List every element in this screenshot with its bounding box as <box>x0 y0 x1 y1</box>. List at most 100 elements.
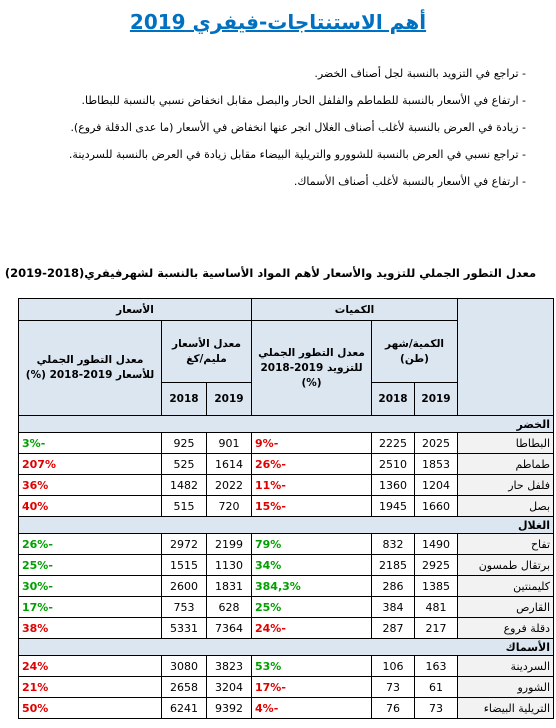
cell: -9% <box>250 432 373 454</box>
cell: 76 <box>371 697 416 719</box>
cell: 36% <box>18 474 162 496</box>
year-cell: 2019 <box>206 382 252 416</box>
header-cell: الأسعار <box>18 298 252 321</box>
table-row: البطاطا 2025 2225 -9% 901 925 -3% <box>18 432 555 454</box>
table-row: طماطم 1853 2510 -26% 1614 525 207% <box>18 453 555 475</box>
cell: 2510 <box>371 453 416 475</box>
cell: 73 <box>371 676 416 698</box>
product-name: كليمنتين <box>457 575 555 597</box>
cell: 40% <box>18 495 162 517</box>
cell: 384,3% <box>250 575 373 597</box>
cell: 24% <box>18 655 162 677</box>
cell: 2022 <box>206 474 252 496</box>
year-cell: 2018 <box>371 382 416 416</box>
cell: -17% <box>250 676 373 698</box>
product-name: تفاح <box>457 533 555 555</box>
cell: 6241 <box>161 697 207 719</box>
section-row: الخضر <box>17 415 555 433</box>
cell: 1130 <box>206 554 252 576</box>
cell: 515 <box>161 495 207 517</box>
cell: -26% <box>250 453 373 475</box>
bullet: - تراجع في التزويد بالنسبة لجل أصناف الخ… <box>314 67 526 80</box>
cell: -11% <box>250 474 373 496</box>
cell: 3080 <box>161 655 207 677</box>
section-name: الغلال <box>17 516 555 534</box>
table-row: القارص 481 384 25% 628 753 -17% <box>18 596 555 618</box>
cell: 53% <box>250 655 373 677</box>
section-row: الغلال <box>17 516 555 534</box>
cell: 207% <box>18 453 162 475</box>
cell: 106 <box>371 655 416 677</box>
table-row: بصل 1660 1945 -15% 720 515 40% <box>18 495 555 517</box>
cell: 1482 <box>161 474 207 496</box>
product-name: البطاطا <box>457 432 555 454</box>
cell: 286 <box>371 575 416 597</box>
cell: 2025 <box>414 432 459 454</box>
cell: 1853 <box>414 453 459 475</box>
cell: 25% <box>250 596 373 618</box>
header-cell <box>457 298 555 416</box>
product-name: بصل <box>457 495 555 517</box>
cell: 21% <box>18 676 162 698</box>
cell: 2199 <box>206 533 252 555</box>
cell: -26% <box>18 533 162 555</box>
product-name: طماطم <box>457 453 555 475</box>
table-row: تفاح 1490 832 79% 2199 2972 -26% <box>18 533 555 555</box>
product-name: برتقال طمسون <box>457 554 555 576</box>
product-name: الشورو <box>457 676 555 698</box>
table-title: معدل التطور الجملي للتزويد والأسعار لأهم… <box>4 266 537 280</box>
cell: 2225 <box>371 432 416 454</box>
bullet: - ارتفاع في الأسعار بالنسبة للطماطم والف… <box>81 94 527 107</box>
cell: 384 <box>371 596 416 618</box>
cell: 1831 <box>206 575 252 597</box>
cell: 7364 <box>206 617 252 639</box>
cell: 1490 <box>414 533 459 555</box>
cell: 38% <box>18 617 162 639</box>
table-row: الشورو 61 73 -17% 3204 2658 21% <box>18 676 555 698</box>
cell: 2658 <box>161 676 207 698</box>
cell: 2600 <box>161 575 207 597</box>
cell: 34% <box>250 554 373 576</box>
cell: 73 <box>414 697 459 719</box>
bullet: - تراجع نسبي في العرض بالنسبة للشوورو وا… <box>68 148 526 161</box>
cell: 3204 <box>206 676 252 698</box>
cell: 1515 <box>161 554 207 576</box>
cell: 1385 <box>414 575 459 597</box>
title: أهم الاستنتاجات-فيفري 2019 <box>129 10 427 34</box>
cell: 61 <box>414 676 459 698</box>
cell: 3823 <box>206 655 252 677</box>
cell: 1204 <box>414 474 459 496</box>
cell: 1945 <box>371 495 416 517</box>
section-name: الأسماك <box>17 638 555 656</box>
cell: 628 <box>206 596 252 618</box>
bullet-list: - تراجع في التزويد بالنسبة لجل أصناف الخ… <box>26 66 526 201</box>
cell: 1360 <box>371 474 416 496</box>
cell: -25% <box>18 554 162 576</box>
section-name: الخضر <box>17 415 555 433</box>
cell: -4% <box>250 697 373 719</box>
cell: 1614 <box>206 453 252 475</box>
cell: 753 <box>161 596 207 618</box>
table-row: كليمنتين 1385 286 384,3% 1831 2600 -30% <box>18 575 555 597</box>
product-name: فلفل حار <box>457 474 555 496</box>
cell: 163 <box>414 655 459 677</box>
cell: 2925 <box>414 554 459 576</box>
cell: 2972 <box>161 533 207 555</box>
cell: 925 <box>161 432 207 454</box>
table-row: دقلة فروع 217 287 -24% 7364 5331 38% <box>18 617 555 639</box>
year-cell: 2019 <box>414 382 459 416</box>
cell: 9392 <box>206 697 252 719</box>
product-name: السردينة <box>457 655 555 677</box>
table-body: الخضر البطاطا 2025 2225 -9% 901 925 -3% طماطم 185… <box>17 415 555 719</box>
cell: 525 <box>161 453 207 475</box>
header-cell: الكمية/شهر (طن) <box>371 320 459 383</box>
cell: -17% <box>18 596 162 618</box>
product-name: دقلة فروع <box>457 617 555 639</box>
cell: 287 <box>371 617 416 639</box>
product-name: التريلية البيضاء <box>457 697 555 719</box>
cell: 79% <box>250 533 373 555</box>
cell: -30% <box>18 575 162 597</box>
table-row: برتقال طمسون 2925 2185 34% 1130 1515 -25% <box>18 554 555 576</box>
cell: 832 <box>371 533 416 555</box>
